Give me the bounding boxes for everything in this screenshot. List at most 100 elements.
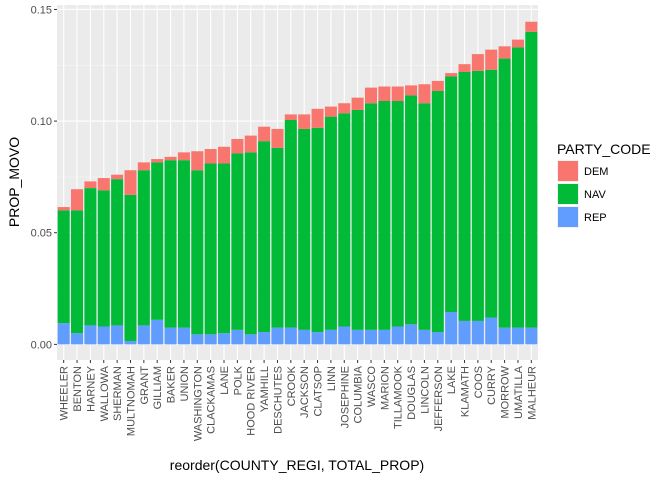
legend-label-dem: DEM [584,166,608,178]
bar-rep-lake [445,311,458,345]
x-tick-label: MULTNOMAH [125,366,137,436]
bar-rep-wasco [364,329,377,345]
bar-nav-marion [378,101,391,330]
bar-rep-union [177,327,190,345]
bar-rep-josephine [338,326,351,345]
bar-dem-coos [471,54,484,71]
bar-rep-baker [164,327,177,345]
y-tick-label: 0.00 [31,339,52,351]
bar-rep-wallowa [97,326,110,345]
legend-label-nav: NAV [584,189,606,201]
bar-dem-tillamook [391,86,404,102]
bar-dem-curry [485,49,498,70]
bar-rep-multnomah [124,341,137,345]
bar-dem-sherman [111,174,124,180]
legend: PARTY_CODE DEM NAV REP [557,141,651,228]
x-tick-label: TILLAMOOK [393,365,405,429]
bar-rep-marion [378,329,391,345]
bar-rep-umatilla [511,327,524,345]
x-tick-label: BENTON [72,366,84,412]
legend-swatch-rep [558,207,578,227]
minor-gridlines [57,64,538,289]
bar-nav-wheeler [57,210,70,324]
bar-rep-clackamas [204,334,217,345]
bar-nav-jefferson [431,90,444,333]
bar-dem-wasco [364,87,377,104]
bar-rep-curry [485,317,498,345]
bar-rep-benton [71,333,84,345]
x-tick-label: CLACKAMAS [206,366,218,434]
x-axis: WHEELER BENTON HARNEY WALLOWA SHERMAN MULTNOM… [59,360,538,441]
bar-dem-wheeler [57,207,70,211]
x-tick-label: LAKE [446,366,458,394]
legend-swatch-dem [558,161,578,181]
bar-nav-benton [71,210,84,334]
bar-dem-multnomah [124,170,137,195]
x-tick-label: JOSEPHINE [339,366,351,428]
bar-dem-malheur [525,21,538,32]
bar-dem-washington [191,151,204,171]
bar-dem-clatsop [311,108,324,128]
bar-dem-harney [84,181,97,189]
x-tick-label: LINN [326,366,338,391]
bar-nav-jackson [298,128,311,330]
x-tick-label: POLK [232,365,244,395]
bar-nav-crook [284,119,297,328]
x-tick-label: KLAMATH [460,366,472,417]
x-tick-label: CLATSOP [313,366,325,417]
bar-nav-hood-river [244,152,257,335]
bar-dem-douglas [405,85,418,96]
x-tick-label: CURRY [486,365,498,405]
bar-rep-linn [324,329,337,345]
bar-nav-harney [84,188,97,326]
x-tick-label: WASHINGTON [192,366,204,441]
legend-swatch-nav [558,184,578,204]
bar-dem-union [177,152,190,161]
x-tick-label: WALLOWA [99,365,111,421]
bar-rep-harney [84,325,97,345]
y-tick-label: 0.10 [31,116,52,128]
y-axis: 0.00 0.05 0.10 0.15 [31,4,57,351]
bar-nav-coos [471,70,484,321]
bar-rep-hood-river [244,334,257,345]
bar-nav-clatsop [311,127,324,333]
bar-rep-douglas [405,324,418,345]
bar-dem-grant [137,162,150,171]
x-tick-label: BAKER [166,366,178,403]
x-tick-label: CROOK [286,365,298,406]
bar-rep-jackson [298,329,311,345]
bar-dem-lane [218,146,231,164]
bar-dem-benton [71,189,84,211]
bar-nav-yamhill [258,141,271,333]
bar-dem-linn [324,106,337,117]
bar-nav-morrow [498,58,511,328]
bar-nav-grant [137,170,150,326]
bar-nav-klamath [458,71,471,321]
bar-rep-tillamook [391,326,404,345]
bar-nav-polk [231,153,244,330]
bar-rep-grant [137,325,150,345]
bar-rep-coos [471,320,484,345]
bar-dem-jefferson [431,80,444,91]
x-tick-label: LINCOLN [419,366,431,414]
x-tick-label: MARION [379,366,391,410]
legend-label-rep: REP [584,212,607,224]
bar-dem-umatilla [511,39,524,48]
bar-rep-lincoln [418,329,431,345]
bar-dem-klamath [458,64,471,72]
legend-title: PARTY_CODE [557,141,651,157]
bar-rep-gilliam [151,319,164,345]
bar-rep-wheeler [57,323,70,345]
bar-nav-washington [191,170,204,335]
x-tick-label: GRANT [139,366,151,405]
bar-rep-washington [191,334,204,345]
bar-dem-josephine [338,103,351,114]
bar-nav-sherman [111,179,124,326]
x-tick-label: MORROW [500,365,512,418]
bar-nav-union [177,160,190,328]
x-tick-label: UNION [179,366,191,402]
bar-dem-columbia [351,97,364,110]
bar-nav-baker [164,160,177,328]
bar-rep-klamath [458,320,471,345]
